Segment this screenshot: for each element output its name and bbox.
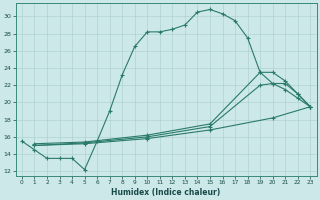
X-axis label: Humidex (Indice chaleur): Humidex (Indice chaleur): [111, 188, 221, 197]
